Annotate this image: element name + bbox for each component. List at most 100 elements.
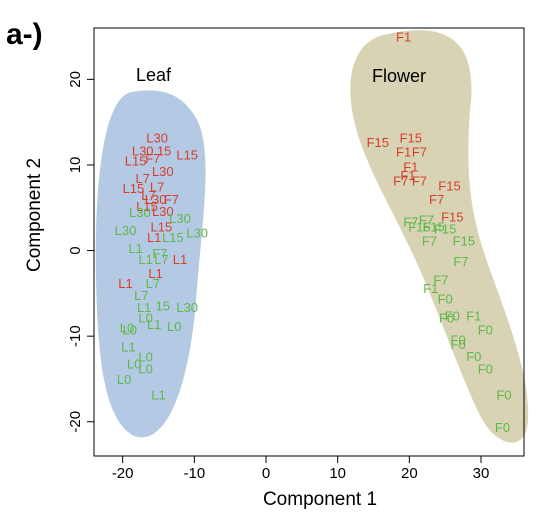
data-point-label: F0 bbox=[496, 387, 511, 402]
data-point-label: L30 bbox=[169, 211, 191, 226]
leaf-group-label: Leaf bbox=[136, 65, 172, 85]
y-tick-label: 20 bbox=[67, 71, 84, 88]
data-point-label: F1 bbox=[423, 281, 438, 296]
data-point-label: F0 bbox=[478, 362, 493, 377]
data-point-label: L1 bbox=[147, 317, 161, 332]
data-point-label: L7 bbox=[135, 171, 149, 186]
data-point-label: L1 bbox=[173, 252, 187, 267]
data-point-label: F7 bbox=[419, 213, 434, 228]
data-point-label: F7 bbox=[152, 246, 167, 261]
data-point-label: F1 bbox=[396, 30, 411, 45]
data-point-label: L15 bbox=[162, 230, 184, 245]
data-point-label: F0 bbox=[451, 333, 466, 348]
data-point-label: L0 bbox=[138, 362, 152, 377]
x-axis-title: Component 1 bbox=[263, 489, 377, 510]
data-point-label: F0 bbox=[451, 337, 466, 352]
data-point-label: F1 bbox=[396, 144, 411, 159]
data-point-label: F15 bbox=[441, 209, 463, 224]
data-point-label: L1 bbox=[118, 276, 132, 291]
data-point-label: L7 bbox=[141, 188, 155, 203]
flower-cluster-region bbox=[350, 30, 529, 443]
data-point-label: L0 bbox=[127, 357, 141, 372]
data-point-label: F1 bbox=[466, 309, 481, 324]
data-point-label: L15 bbox=[125, 154, 147, 169]
data-point-label: L1 bbox=[148, 266, 162, 281]
data-point-label: F15 bbox=[434, 221, 456, 236]
data-point-label: L7 bbox=[150, 179, 164, 194]
x-axis: -20 -10 0 10 20 30 bbox=[112, 456, 490, 482]
data-point-label: L7 bbox=[134, 288, 148, 303]
flower-group-label: Flower bbox=[372, 66, 426, 86]
x-tick-label: 30 bbox=[473, 465, 490, 482]
data-point-label: F0 bbox=[478, 322, 493, 337]
data-point-label: L1 bbox=[137, 300, 151, 315]
data-point-label: L30 bbox=[129, 205, 151, 220]
data-point-label: L0 bbox=[138, 310, 152, 325]
y-axis-title: Component 2 bbox=[24, 158, 45, 272]
y-tick-label: 0 bbox=[67, 246, 84, 254]
plot-frame bbox=[93, 27, 525, 457]
panel-label: a-) bbox=[6, 18, 43, 51]
data-point-label: F7 bbox=[164, 192, 179, 207]
data-point-label: F0 bbox=[466, 349, 481, 364]
data-point-label: L0 bbox=[167, 319, 181, 334]
data-point-label: F0 bbox=[439, 310, 454, 325]
data-point-label: F15 bbox=[400, 131, 422, 146]
data-point-label: L7 bbox=[154, 252, 168, 267]
data-point-label: F15 bbox=[422, 220, 444, 235]
y-tick-label: -20 bbox=[67, 411, 84, 433]
data-point-label: F7 bbox=[145, 151, 160, 166]
data-point-label: L30 bbox=[152, 164, 174, 179]
data-point-label: L30 bbox=[152, 204, 174, 219]
x-tick-label: -10 bbox=[183, 465, 205, 482]
data-point-label: F7 bbox=[412, 173, 427, 188]
data-point-label: L30 bbox=[132, 143, 154, 158]
leaf-cluster-region bbox=[95, 90, 206, 438]
data-point-label: L0 bbox=[123, 322, 137, 337]
data-point-label: 15 bbox=[157, 143, 171, 158]
data-point-label: F15 bbox=[438, 179, 460, 194]
data-point-label: F0 bbox=[445, 309, 460, 324]
data-point-label: L0 bbox=[117, 372, 131, 387]
data-point-label: L30 bbox=[186, 226, 208, 241]
data-point-label: L1 bbox=[147, 230, 161, 245]
data-point-label: L1 bbox=[121, 339, 135, 354]
data-point-label: L30 bbox=[145, 192, 167, 207]
data-point-label: L15 bbox=[151, 220, 173, 235]
y-axis: -20 -10 0 10 20 bbox=[67, 71, 94, 433]
x-tick-label: 10 bbox=[329, 465, 346, 482]
data-point-label: L1 bbox=[138, 252, 152, 267]
data-point-label: F7 bbox=[422, 233, 437, 248]
data-point-label: F15 bbox=[408, 220, 430, 235]
data-point-label: L30 bbox=[176, 300, 198, 315]
data-point-label: L1 bbox=[151, 387, 165, 402]
data-point-label: F1 bbox=[400, 168, 415, 183]
data-point-label: L30 bbox=[115, 223, 137, 238]
data-point-label: F0 bbox=[438, 292, 453, 307]
data-point-label: L7 bbox=[146, 276, 160, 291]
data-point-label: F7 bbox=[453, 254, 468, 269]
x-tick-label: 20 bbox=[401, 465, 418, 482]
data-point-label: F15 bbox=[453, 233, 475, 248]
x-tick-label: -20 bbox=[112, 465, 134, 482]
data-point-label: L15 bbox=[136, 199, 158, 214]
data-point-label: L0 bbox=[138, 350, 152, 365]
data-point-label: F7 bbox=[393, 173, 408, 188]
data-point-label: L30 bbox=[146, 131, 168, 146]
data-point-label: F15 bbox=[367, 135, 389, 150]
data-point-label: F7 bbox=[429, 192, 444, 207]
data-point-label: L0 bbox=[120, 321, 134, 336]
y-tick-label: -10 bbox=[67, 325, 84, 347]
data-point-label: F7 bbox=[433, 273, 448, 288]
data-point-label: F7 bbox=[403, 215, 418, 230]
x-tick-label: 0 bbox=[262, 465, 270, 482]
data-point-label: L1 bbox=[128, 241, 142, 256]
data-point-label: L15 bbox=[176, 148, 198, 163]
cluster-regions bbox=[95, 30, 529, 443]
data-point-label: 15 bbox=[156, 298, 170, 313]
data-point-label: F1 bbox=[403, 160, 418, 175]
data-point-label: F0 bbox=[495, 420, 510, 435]
data-point-label: L15 bbox=[123, 181, 145, 196]
